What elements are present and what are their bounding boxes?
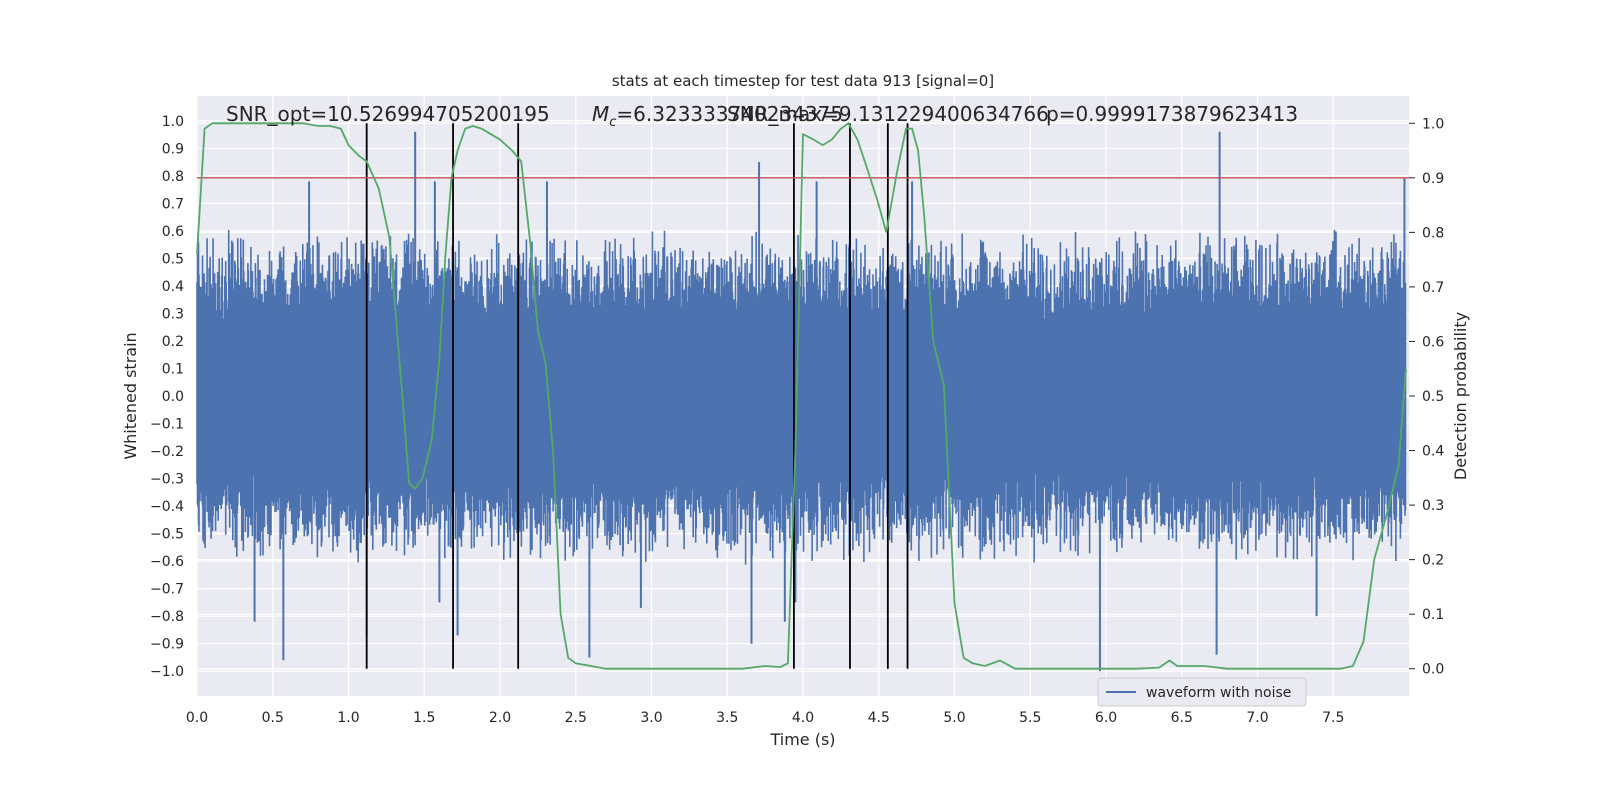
- right-y-tick-labels: 1.0 0.9 0.8 0.7 0.6 0.5 0.4 0.3 0.2 0.1 0.0: [1422, 116, 1444, 677]
- y-tick-label: 0.8: [162, 169, 184, 185]
- x-tick-label: 0.5: [262, 710, 284, 726]
- x-tick-label: 7.5: [1322, 710, 1344, 726]
- right-y-tick-label: 0.0: [1422, 662, 1444, 678]
- right-y-tick-label: 0.3: [1422, 498, 1444, 514]
- y-axis-label: Whitened strain: [121, 332, 140, 459]
- snr-max-annotation: SNR_max=9.131229400634766: [727, 102, 1049, 126]
- right-y-tick-label: 0.8: [1422, 225, 1444, 241]
- y-tick-label: 0.1: [162, 361, 184, 377]
- y-tick-label: −1.0: [150, 664, 184, 680]
- legend-box: [1097, 677, 1307, 707]
- x-tick-label: 2.5: [565, 710, 587, 726]
- chirp-mass-symbol: M: [592, 102, 609, 126]
- y-tick-label: 0.6: [162, 224, 184, 240]
- right-y-tick-label: 0.2: [1422, 553, 1444, 569]
- y-tick-label: −0.1: [150, 417, 184, 433]
- x-tick-label: 6.5: [1171, 710, 1193, 726]
- y-tick-label: −0.2: [150, 444, 184, 460]
- right-y-tick-label: 0.6: [1422, 334, 1444, 350]
- x-tick-label: 1.0: [337, 710, 359, 726]
- chirp-mass-annotation: Mc=6.323333740234375: [592, 102, 843, 130]
- x-tick-label: 4.5: [868, 710, 890, 726]
- legend: waveform with noise: [1097, 677, 1307, 707]
- x-tick-label: 3.5: [716, 710, 738, 726]
- snr-opt-annotation: SNR_opt=10.526994705200195: [226, 102, 550, 126]
- right-y-tick-label: 0.9: [1422, 171, 1444, 187]
- x-tick-label: 2.0: [489, 710, 511, 726]
- right-y-tick-label: 0.5: [1422, 389, 1444, 405]
- x-tick-label: 3.0: [640, 710, 662, 726]
- y-tick-label: −0.8: [150, 609, 184, 625]
- detection-probability-line: [196, 121, 1407, 670]
- y-tick-label: 0.3: [162, 306, 184, 322]
- chirp-mass-value: =6.323333740234375: [616, 102, 843, 126]
- x-tick-label: 7.0: [1246, 710, 1268, 726]
- y-tick-label: 0.9: [162, 141, 184, 157]
- y-tick-label: 0.7: [162, 196, 184, 212]
- y-tick-label: 0.5: [162, 251, 184, 267]
- y-tick-label: −0.4: [150, 499, 184, 515]
- y-tick-label: 1.0: [162, 114, 184, 130]
- p-value-annotation: p=0.9999173879623413: [1046, 102, 1298, 126]
- y-tick-label: 0.2: [162, 334, 184, 350]
- x-tick-label: 6.0: [1095, 710, 1117, 726]
- x-tick-label: 0.0: [186, 710, 208, 726]
- x-tick-labels: 0.0 0.5 1.0 1.5 2.0 2.5 3.0 3.5 4.0 4.5 5.0 5.5 6.0 6…: [186, 710, 1345, 726]
- right-y-tick-label: 0.1: [1422, 607, 1444, 623]
- right-y-tick-label: 0.7: [1422, 280, 1444, 296]
- x-tick-label: 1.5: [413, 710, 435, 726]
- x-tick-label: 4.0: [792, 710, 814, 726]
- legend-label: waveform with noise: [1146, 685, 1291, 701]
- marker-lines: [365, 123, 909, 669]
- right-y-axis-label: Detection probability: [1451, 312, 1470, 480]
- y-tick-label: 0.4: [162, 279, 184, 295]
- right-y-tick-label: 0.4: [1422, 444, 1444, 460]
- y-tick-labels: 1.0 0.9 0.8 0.7 0.6 0.5 0.4 0.3 0.2 0.1 0.0 −0.1 −0.…: [150, 114, 184, 680]
- y-tick-label: −0.6: [150, 554, 184, 570]
- y-tick-label: −0.9: [150, 637, 184, 653]
- x-tick-label: 5.0: [943, 710, 965, 726]
- y-tick-label: −0.3: [150, 472, 184, 488]
- right-y-tick-label: 1.0: [1422, 116, 1444, 132]
- chart-title: stats at each timestep for test data 913…: [612, 72, 994, 90]
- y-tick-label: −0.7: [150, 582, 184, 598]
- y-tick-label: −0.5: [150, 527, 184, 543]
- x-tick-label: 5.5: [1019, 710, 1041, 726]
- chirp-mass-subscript: c: [609, 115, 616, 130]
- y-tick-label: 0.0: [162, 389, 184, 405]
- x-axis-label: Time (s): [769, 730, 835, 749]
- waveform-noise: [196, 229, 1407, 565]
